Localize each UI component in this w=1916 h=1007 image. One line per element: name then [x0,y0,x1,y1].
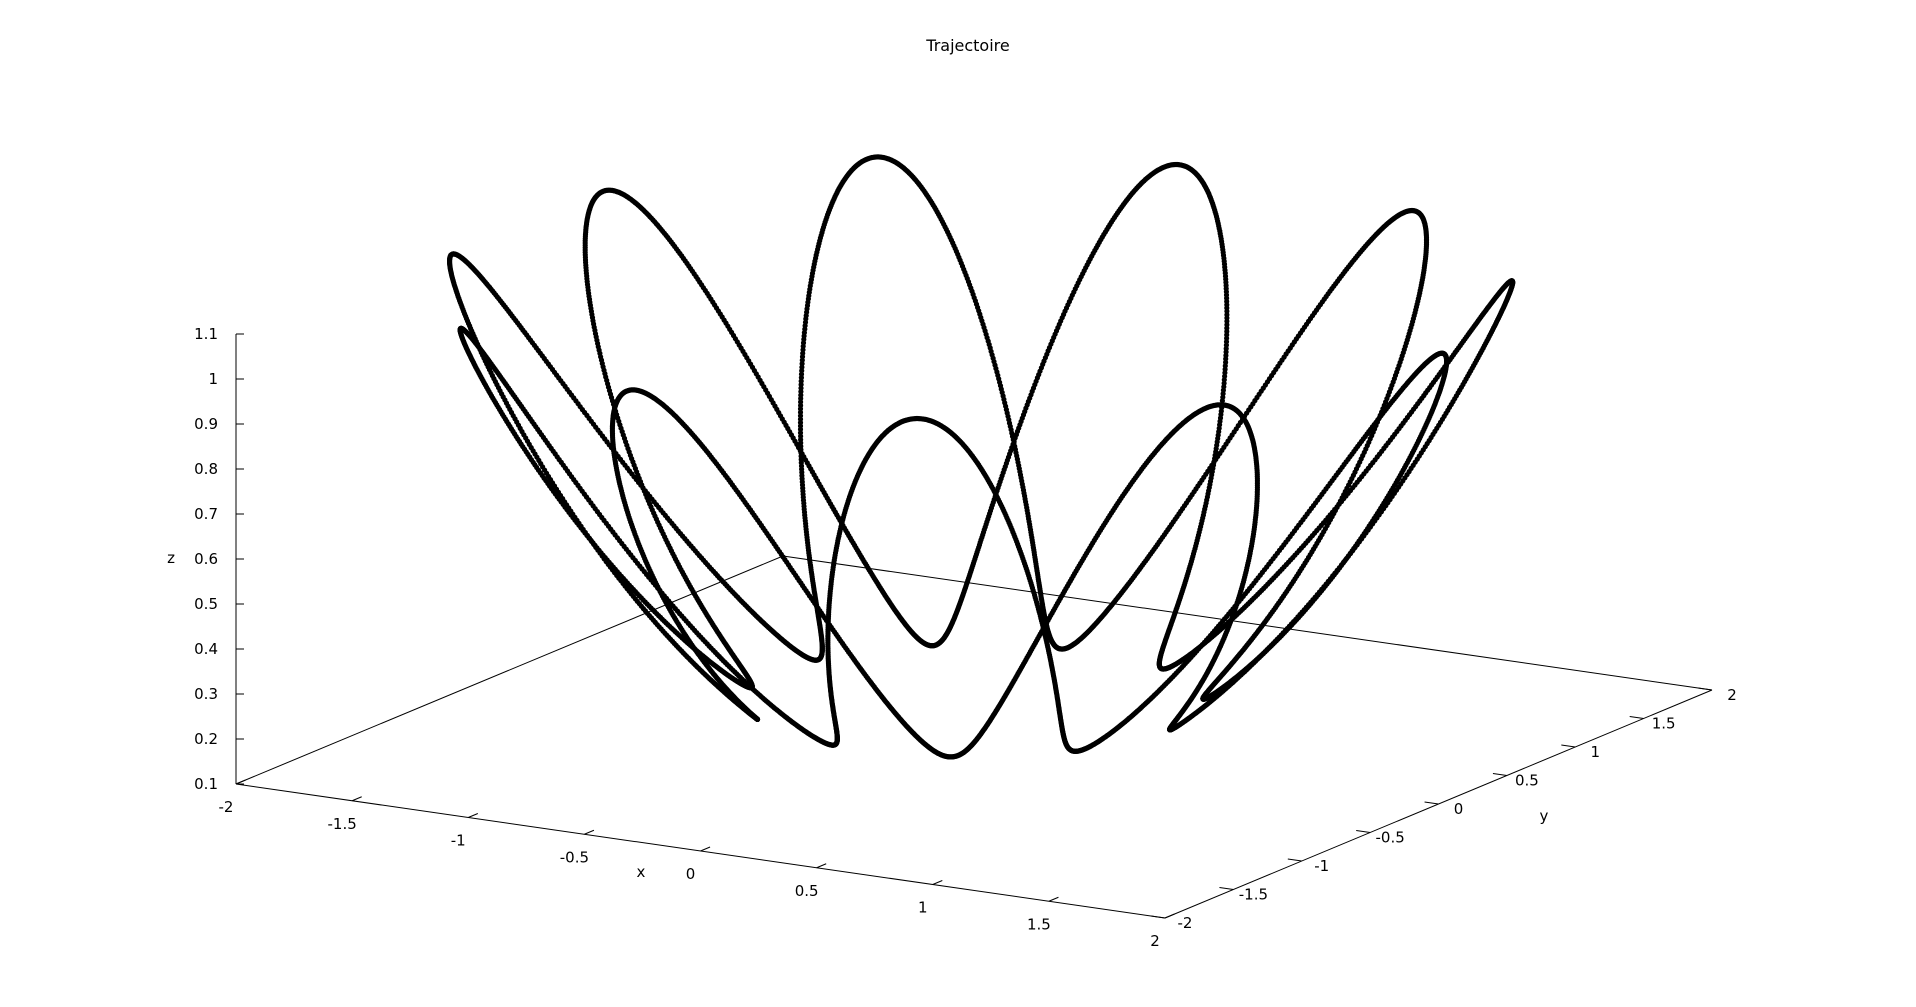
back-frame [235,555,1713,785]
trajectory-points [447,154,1516,760]
back-frame-line [782,555,1713,691]
chart-title: Trajectoire [925,36,1009,55]
